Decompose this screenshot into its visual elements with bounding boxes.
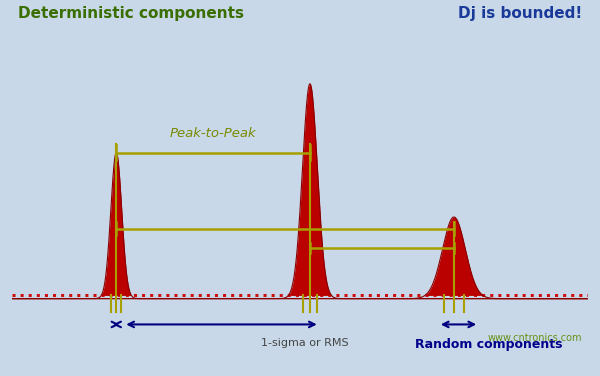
Text: Dj is bounded!: Dj is bounded!: [458, 6, 582, 21]
Text: Peak-to-Peak: Peak-to-Peak: [170, 127, 256, 139]
Text: Deterministic components: Deterministic components: [18, 6, 244, 21]
Text: Random components: Random components: [415, 338, 562, 352]
Text: 1-sigma or RMS: 1-sigma or RMS: [261, 338, 349, 349]
Text: www.cntronics.com: www.cntronics.com: [488, 333, 582, 343]
